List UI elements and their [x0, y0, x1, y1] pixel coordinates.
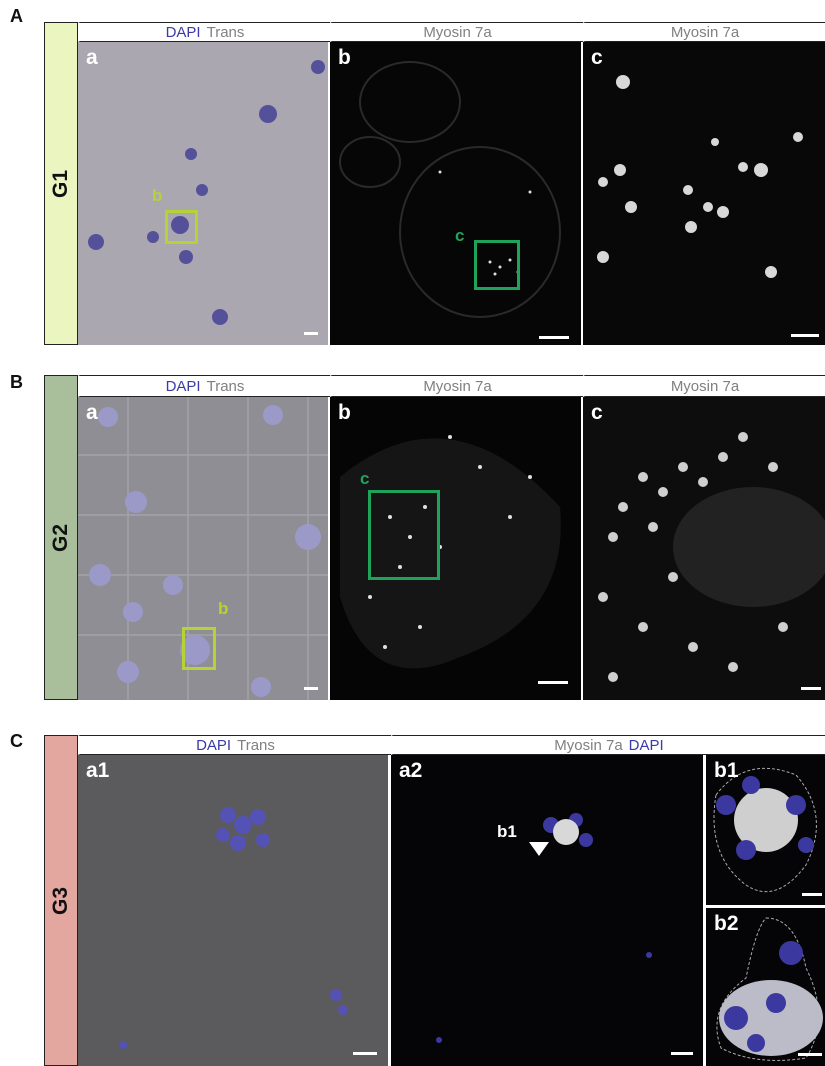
group-bar: G1 [44, 22, 78, 345]
box-label: c [360, 469, 369, 489]
panel-header: DAPI Trans [78, 22, 330, 42]
header-text: Myosin 7a [423, 378, 491, 395]
group-label: G3 [49, 886, 73, 914]
group-bar: G3 [44, 735, 78, 1066]
box-label: c [455, 226, 464, 246]
group-label: G2 [49, 523, 73, 551]
panel-header: DAPI Trans [78, 375, 330, 397]
header-text: Myosin 7a [554, 737, 622, 754]
image-panel: a b [78, 397, 328, 700]
panel-label: c [591, 46, 603, 70]
image [583, 397, 825, 700]
image-panel: a2 b1 [391, 755, 703, 1066]
image-panel: c [583, 397, 825, 700]
scale-bar [539, 336, 569, 339]
header-text: DAPI [196, 737, 231, 754]
panel-label: a1 [86, 759, 109, 783]
section-letter: C [10, 731, 23, 752]
scale-bar [353, 1052, 377, 1055]
image [78, 755, 388, 1066]
panel-label: a2 [399, 759, 422, 783]
image-panel: a1 [78, 755, 388, 1066]
image-panel: b c [330, 42, 581, 345]
image [330, 42, 581, 345]
image-panel: c [583, 42, 825, 345]
panel-header: DAPI Trans [78, 735, 391, 755]
scale-bar [802, 893, 822, 896]
figure: {"sections": [ {"letter": "A", "group": … [0, 0, 825, 1066]
panel-label: b [338, 401, 351, 425]
header-text: Trans [237, 737, 275, 754]
zoom-box [182, 627, 216, 670]
panel-header: Myosin 7a DAPI [391, 735, 825, 755]
header-text: DAPI [166, 378, 201, 395]
header-text: DAPI [629, 737, 664, 754]
group-bar: G2 [44, 375, 78, 700]
zoom-box [474, 240, 520, 290]
header-text: Myosin 7a [423, 24, 491, 41]
header-text: Myosin 7a [671, 378, 739, 395]
panel-header: Myosin 7a [330, 375, 583, 397]
header-text: Trans [207, 378, 245, 395]
header-text: Trans [207, 24, 245, 41]
scale-bar [304, 687, 318, 690]
panel-header: Myosin 7a [583, 375, 825, 397]
section-letter: B [10, 372, 23, 393]
scale-bar [304, 332, 318, 335]
panel-label: c [591, 401, 603, 425]
image-panel: b2 [706, 908, 825, 1066]
image [583, 42, 825, 345]
panel-label: b1 [714, 759, 739, 783]
scale-bar [671, 1052, 693, 1055]
panel-label: a [86, 46, 98, 70]
arrow-label: b1 [497, 822, 517, 842]
panel-label: a [86, 401, 98, 425]
image-panel: b1 [706, 755, 825, 905]
header-text: DAPI [166, 24, 201, 41]
image [78, 42, 328, 345]
panel-header: Myosin 7a [583, 22, 825, 42]
scale-bar [538, 681, 568, 684]
zoom-box [165, 210, 198, 244]
box-label: b [218, 599, 228, 619]
box-label: b [152, 186, 162, 206]
header-text: Myosin 7a [671, 24, 739, 41]
group-label: G1 [49, 169, 73, 197]
panel-label: b2 [714, 912, 739, 936]
image-panel: a b [78, 42, 328, 345]
zoom-box [368, 490, 440, 580]
panel-header: Myosin 7a [330, 22, 583, 42]
scale-bar [791, 334, 819, 337]
scale-bar [798, 1053, 822, 1056]
image [391, 755, 703, 1066]
section-letter: A [10, 6, 23, 27]
image-panel: b c [330, 397, 581, 700]
scale-bar [801, 687, 821, 690]
panel-label: b [338, 46, 351, 70]
